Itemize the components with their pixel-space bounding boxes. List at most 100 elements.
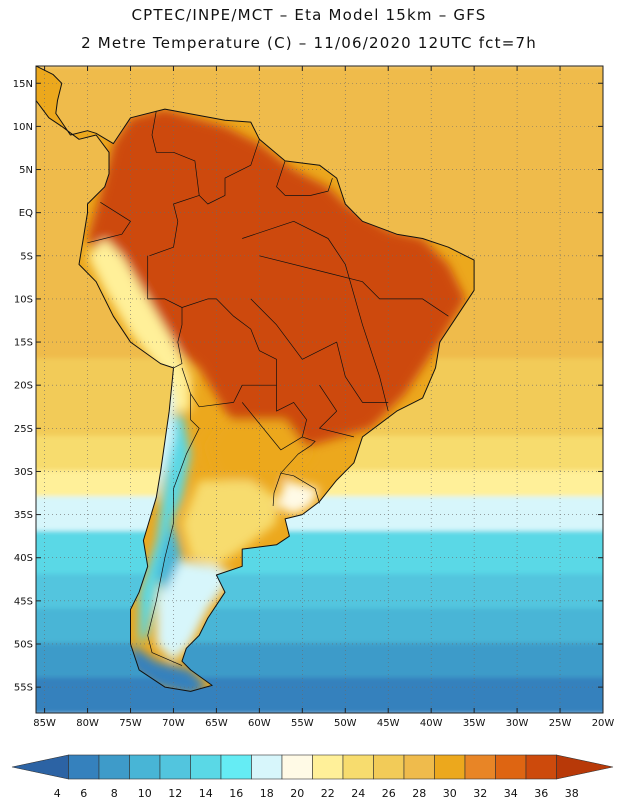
colorbar-swatch — [11, 754, 69, 780]
coastline — [36, 66, 475, 692]
colorbar-label: 34 — [504, 787, 518, 800]
lat-tick-label: 10S — [14, 294, 33, 305]
coastlines-and-borders — [36, 66, 475, 692]
ocean-band — [36, 66, 603, 128]
colorbar-swatch — [159, 754, 191, 780]
colorbar-label: 10 — [138, 787, 152, 800]
lat-lon-grid — [36, 66, 603, 713]
country-border — [250, 298, 389, 403]
ocean-band — [36, 677, 603, 713]
lon-tick-label: 35W — [463, 718, 486, 729]
ocean-band — [36, 642, 603, 680]
country-border — [276, 160, 333, 196]
colorbar-swatch — [190, 754, 222, 780]
lat-tick-label: 15S — [14, 338, 33, 349]
axis-ticks: 15N 10N 5N EQ 5S 10S 15S 20S 25S 30S 35S 40S 45S 50S 5… — [13, 66, 615, 729]
lat-tick-label: 45S — [14, 596, 33, 607]
colorbar-label: 38 — [565, 787, 579, 800]
colorbar-swatch — [342, 754, 374, 780]
lon-tick-label: 30W — [506, 718, 529, 729]
colorbar-label: 18 — [260, 787, 274, 800]
colorbar-swatch — [220, 754, 252, 780]
colorbar-swatch — [525, 754, 557, 780]
temp-zone-patagonia — [156, 557, 234, 662]
lat-tick-label: EQ — [19, 208, 33, 219]
map-frame — [35, 65, 604, 714]
lon-tick-label: 45W — [377, 718, 400, 729]
colorbar-label: 30 — [443, 787, 457, 800]
temp-zone-northern-belt — [87, 109, 466, 455]
lat-tick-label: 40S — [14, 553, 33, 564]
country-border — [147, 255, 183, 369]
colorbar-label: 36 — [534, 787, 548, 800]
lon-tick-label: 50W — [334, 718, 357, 729]
colorbar-swatch — [98, 754, 130, 780]
country-border — [149, 110, 200, 257]
colorbar-swatch — [403, 754, 435, 780]
colorbar: 4 6 8 10 12 14 16 18 20 22 24 26 28 30 32 34 36 38 — [11, 754, 614, 800]
temp-zone-andes-south — [139, 411, 191, 644]
temp-zone-andes-highland — [156, 523, 182, 593]
lat-tick-label: 10N — [13, 122, 33, 133]
lon-tick-label: 40W — [420, 718, 443, 729]
colorbar-swatch — [464, 754, 496, 780]
colorbar-label: 8 — [111, 787, 118, 800]
lon-tick-label: 25W — [549, 718, 572, 729]
country-border — [272, 473, 282, 507]
colorbar-label: 16 — [229, 787, 243, 800]
colorbar-label: 14 — [199, 787, 213, 800]
colorbar-swatch — [495, 754, 527, 780]
colorbar-label: 4 — [54, 787, 61, 800]
lat-tick-label: 30S — [14, 467, 33, 478]
colorbar-label: 32 — [473, 787, 487, 800]
country-border — [181, 298, 277, 408]
lon-tick-label: 65W — [205, 718, 228, 729]
colorbar-swatch — [312, 754, 344, 780]
lon-tick-label: 60W — [248, 718, 271, 729]
lat-tick-label: 50S — [14, 639, 33, 650]
colorbar-label: 28 — [412, 787, 426, 800]
country-border — [87, 202, 131, 244]
country-border — [259, 255, 449, 317]
colorbar-swatch — [68, 754, 100, 780]
temp-zone-pampa — [182, 480, 277, 567]
colorbar-swatch — [556, 754, 614, 780]
colorbar-swatch — [129, 754, 161, 780]
lon-tick-label: 55W — [291, 718, 314, 729]
ocean-band — [36, 573, 603, 611]
colorbar-label: 24 — [351, 787, 365, 800]
country-border — [242, 220, 389, 412]
country-border — [198, 139, 260, 205]
chart-title-line2: 2 Metre Temperature (C) – 11/06/2020 12U… — [81, 34, 537, 52]
lat-tick-label: 35S — [14, 510, 33, 521]
lat-tick-label: 5S — [20, 251, 33, 262]
lon-tick-label: 80W — [76, 718, 99, 729]
colorbar-swatch — [281, 754, 313, 780]
country-border — [241, 385, 307, 451]
lat-tick-label: 20S — [14, 381, 33, 392]
lat-tick-label: 25S — [14, 424, 33, 435]
colorbar-label: 22 — [321, 787, 335, 800]
country-border — [280, 436, 320, 504]
ocean-band — [36, 608, 603, 645]
lat-tick-label: 55S — [14, 683, 33, 694]
country-border — [319, 385, 354, 438]
temp-zone-uruguay-coast — [276, 480, 320, 515]
lon-tick-label: 85W — [33, 718, 56, 729]
colorbar-label: 12 — [168, 787, 182, 800]
country-border — [147, 393, 200, 666]
colorbar-swatch — [434, 754, 466, 780]
lon-tick-label: 20W — [592, 718, 615, 729]
chart-title-line1: CPTEC/INPE/MCT – Eta Model 15km – GFS — [131, 6, 487, 24]
colorbar-swatch — [373, 754, 405, 780]
colorbar-label: 26 — [382, 787, 396, 800]
lon-tick-label: 75W — [119, 718, 142, 729]
colorbar-swatch — [251, 754, 283, 780]
lat-tick-label: 15N — [13, 79, 33, 90]
colorbar-label: 6 — [80, 787, 87, 800]
lat-tick-label: 5N — [19, 165, 33, 176]
ocean-band — [36, 530, 603, 576]
colorbar-label: 20 — [290, 787, 304, 800]
lon-tick-label: 70W — [162, 718, 185, 729]
